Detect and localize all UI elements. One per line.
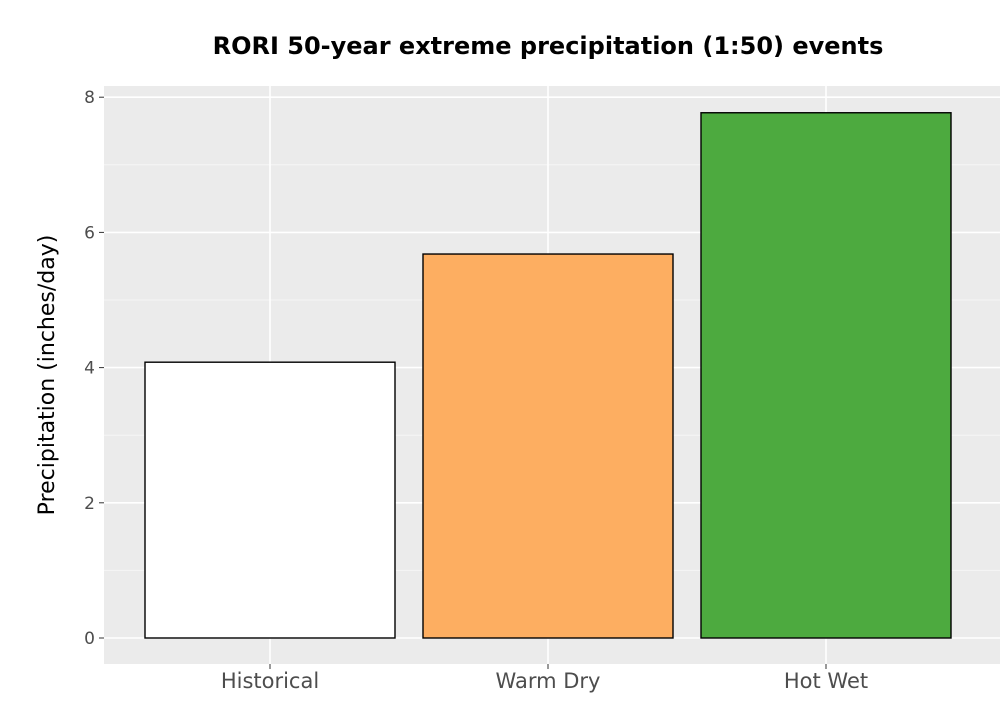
y-tick-label: 8: [84, 88, 95, 108]
x-tick-label: Historical: [221, 669, 319, 693]
x-tick-label: Hot Wet: [784, 669, 868, 693]
bar-warm-dry: [422, 253, 674, 639]
chart-title: RORI 50-year extreme precipitation (1:50…: [213, 32, 884, 60]
y-tick-label: 4: [84, 359, 95, 379]
y-tick-label: 2: [84, 494, 95, 514]
axes: 0 2 4 6 8 Historical Warm Dry Hot Wet: [84, 88, 868, 693]
bar-historical: [144, 361, 396, 639]
bars: [144, 112, 952, 639]
bar-hot-wet: [700, 112, 952, 639]
y-tick-label: 0: [84, 629, 95, 649]
y-tick-label: 6: [84, 223, 95, 243]
y-axis-title: Precipitation (inches/day): [35, 235, 60, 516]
x-tick-label: Warm Dry: [496, 669, 601, 693]
